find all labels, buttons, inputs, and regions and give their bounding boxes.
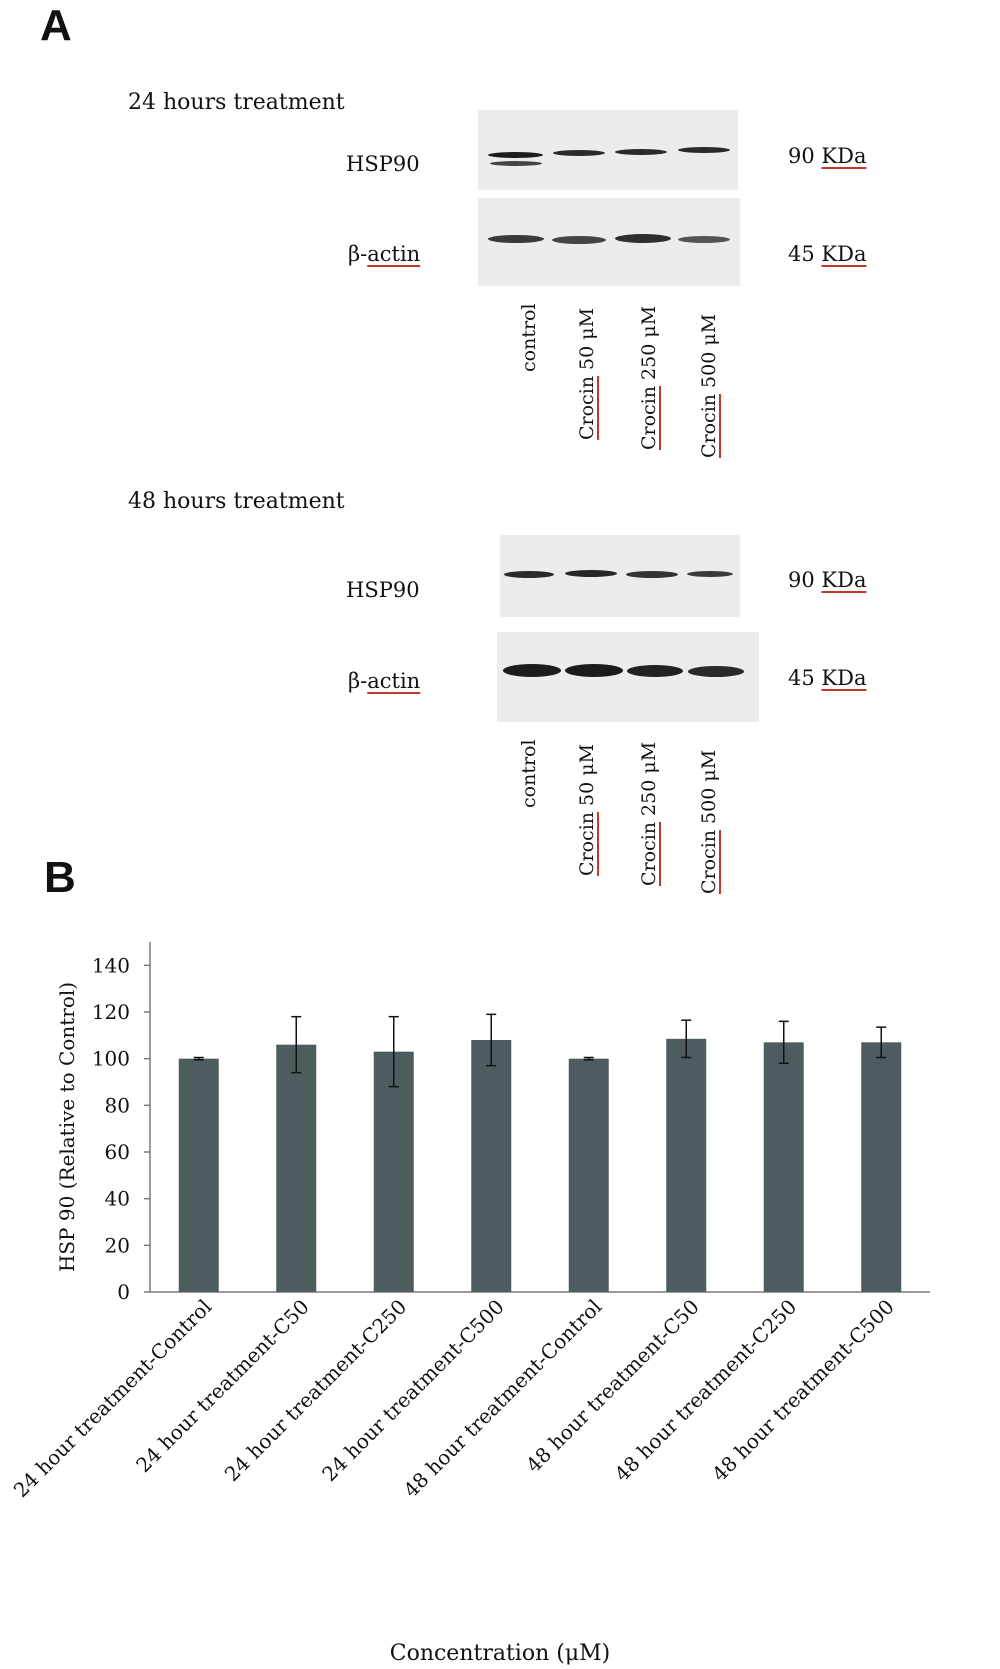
blot-48h-title: 48 hours treatment — [128, 489, 345, 514]
y-tick-label: 60 — [105, 1140, 130, 1164]
band — [552, 236, 606, 244]
x-tick-label: 48 hour treatment-C250 — [610, 1295, 802, 1487]
panel-b-letter: B — [44, 853, 76, 902]
band — [688, 666, 744, 677]
band — [687, 571, 733, 577]
blot-24h-actin-kda: 45 KDa — [788, 242, 867, 266]
blot-48h-actin-label: β-actin — [348, 669, 421, 693]
x-tick-label: 24 hour treatment-Control — [9, 1295, 217, 1503]
band — [504, 571, 554, 578]
blot-24h-hsp90-label: HSP90 — [346, 152, 420, 176]
band — [490, 161, 542, 166]
blot-24h-actin-label: β-actin — [348, 242, 421, 266]
x-tick-label: 48 hour treatment-C50 — [521, 1295, 704, 1478]
panel-a-letter: A — [40, 1, 72, 50]
blot-24h-hsp90-strip — [478, 110, 738, 190]
x-axis-label: Concentration (μM) — [390, 1641, 611, 1666]
blot-24h-title: 24 hours treatment — [128, 90, 345, 115]
bar — [568, 1058, 609, 1292]
band — [553, 150, 605, 156]
band — [503, 664, 561, 677]
band — [627, 665, 683, 677]
blot-48h-hsp90-label: HSP90 — [346, 578, 420, 602]
band — [488, 152, 543, 158]
y-tick-label: 100 — [92, 1047, 130, 1071]
x-tick-label: 24 hour treatment-C250 — [220, 1295, 412, 1487]
y-axis-label: HSP 90 (Relative to Control) — [55, 982, 79, 1272]
band — [615, 234, 671, 243]
band — [565, 570, 617, 577]
y-tick-label: 0 — [117, 1280, 130, 1304]
blot-48h-hsp90-kda: 90 KDa — [788, 568, 867, 592]
band — [626, 571, 678, 578]
bar — [178, 1058, 219, 1292]
y-tick-label: 40 — [105, 1187, 130, 1211]
y-tick-label: 80 — [105, 1093, 130, 1117]
y-tick-label: 140 — [92, 953, 130, 977]
band — [678, 147, 730, 153]
bar — [276, 1044, 317, 1292]
x-tick-label: 24 hour treatment-C50 — [131, 1295, 314, 1478]
blot-48h-actin-strip — [497, 632, 759, 722]
band — [615, 149, 667, 155]
bar — [373, 1051, 414, 1292]
blot-48h-actin-kda: 45 KDa — [788, 666, 867, 690]
blot-48h-hsp90-strip — [500, 535, 740, 617]
y-tick-label: 20 — [105, 1233, 130, 1257]
band — [565, 664, 623, 677]
x-tick-label: 48 hour treatment-C500 — [707, 1295, 899, 1487]
y-tick-label: 120 — [92, 1000, 130, 1024]
band — [678, 236, 730, 243]
x-tick-label: 48 hour treatment-Control — [399, 1295, 607, 1503]
bar — [666, 1038, 707, 1292]
band — [488, 235, 544, 243]
bar — [763, 1042, 804, 1292]
bar — [471, 1040, 512, 1292]
blot-24h-hsp90-kda: 90 KDa — [788, 144, 867, 168]
bar — [861, 1042, 902, 1292]
x-tick-label: 24 hour treatment-C500 — [317, 1295, 509, 1487]
blot-24h-actin-strip — [478, 198, 740, 286]
